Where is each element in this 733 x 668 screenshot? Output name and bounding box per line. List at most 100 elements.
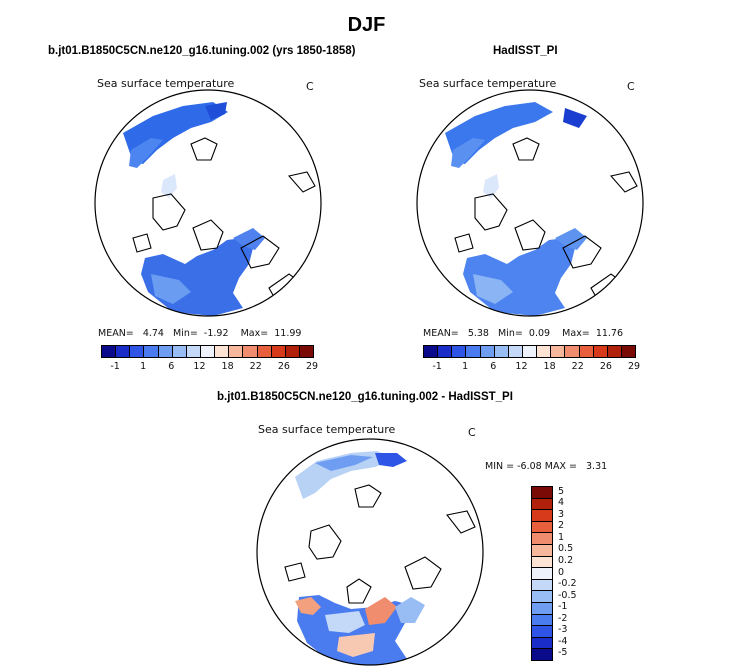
panel1-colorbar-tick-label: 18 — [221, 361, 234, 372]
panel2-gulf-stream-sst — [473, 274, 513, 304]
panel1-colorbar-tick-label: 22 — [249, 361, 262, 372]
panel1-polar-map — [94, 89, 322, 317]
panel1-stats: MEAN= 4.74 Min= -1.92 Max= 11.99 — [98, 328, 301, 339]
panel2-colorbar-swatch-11 — [579, 346, 594, 357]
panel2-colorbar-tick-label: 26 — [599, 361, 612, 372]
panel2-colorbar-swatch-2 — [452, 346, 467, 357]
diff-panel-stats: MIN = -6.08 MAX = 3.31 — [485, 461, 607, 472]
panel2-min-value: 0.09 — [528, 328, 551, 339]
panel1-colorbar-ticks: -1 1 6 12 18 22 26 29 — [101, 361, 318, 373]
panel1-colorbar-tick-label: 29 — [305, 361, 319, 372]
panel2-colorbar-swatch-14 — [621, 346, 636, 357]
panel2-colorbar — [423, 345, 636, 358]
diff-coastline-alaska — [284, 562, 306, 582]
panel2-hudson-bay — [483, 174, 499, 198]
panel2-colorbar-swatch-10 — [565, 346, 580, 357]
panel2-colorbar-swatch-0 — [424, 346, 439, 357]
panel1-colorbar-swatch-1 — [116, 346, 131, 357]
diff-colorbar-tick-label: 3 — [558, 508, 565, 520]
panel1-colorbar-swatch-10 — [243, 346, 258, 357]
diff-colorbar-swatch-12 — [532, 626, 552, 638]
diff-colorbar-swatch-9 — [532, 591, 552, 603]
panel1-gulf-stream-sst — [151, 274, 191, 304]
panel1-colorbar-swatch-2 — [130, 346, 145, 357]
diff-colorbar-swatch-7 — [532, 568, 552, 580]
diff-colorbar-swatch-5 — [532, 544, 552, 557]
diff-colorbar-tick-label: -0.5 — [558, 589, 577, 601]
diff-colorbar-swatch-14 — [532, 649, 552, 660]
diff-colorbar-swatch-8 — [532, 579, 552, 592]
panel1-coastline-siberia — [190, 137, 218, 161]
diff-coastline-canada — [308, 524, 342, 560]
panel2-colorbar-tick-label: 29 — [627, 361, 641, 372]
diff-colorbar-tick-label: -5 — [558, 647, 568, 659]
figure-title: DJF — [347, 14, 386, 36]
panel2-colorbar-swatch-3 — [466, 346, 481, 357]
panel2-okhotsk-sst — [563, 108, 587, 128]
diff-coastline-siberia — [354, 484, 382, 508]
panel2-colorbar-tick-label: 12 — [515, 361, 528, 372]
panel1-units: C — [306, 80, 314, 93]
diff-colorbar-tick-label: 2 — [558, 520, 565, 532]
diff-colorbar-tick-label: 0.2 — [558, 554, 574, 566]
diff-colorbar-swatch-1 — [532, 498, 552, 511]
diff-colorbar-tick-label: -2 — [558, 612, 568, 624]
panel2-colorbar-swatch-4 — [480, 346, 495, 357]
diff-map-boundary — [256, 438, 484, 666]
panel2-mean-label: MEAN= — [423, 328, 459, 339]
panel2-title: HadISST_PI — [493, 45, 558, 57]
panel2-colorbar-tick-label: 18 — [543, 361, 556, 372]
diff-coastline-kamchatka — [446, 510, 476, 534]
panel1-coastline-alaska — [132, 233, 152, 253]
panel1-hudson-bay — [161, 174, 177, 198]
panel1-min-value: -1.92 — [203, 328, 229, 339]
panel2-coastline-kamchatka — [609, 171, 638, 193]
panel2-bering-sst — [451, 138, 485, 168]
diff-colorbar-swatch-10 — [532, 602, 552, 615]
diff-colorbar-swatch-11 — [532, 614, 552, 627]
panel1-colorbar-tick-label: 1 — [140, 361, 147, 372]
diff-colorbar-tick-label: 0.5 — [558, 543, 574, 555]
panel2-coastline-alaska — [454, 233, 474, 253]
diff-barents — [395, 597, 425, 623]
panel2-max-value: 11.76 — [595, 328, 624, 339]
diff-panel-title: b.jt01.B1850C5CN.ne120_g16.tuning.002 - … — [217, 391, 513, 403]
diff-colorbar-tick-label: 1 — [558, 531, 565, 543]
panel2-colorbar-swatch-13 — [607, 346, 622, 357]
panel1-colorbar-swatch-14 — [299, 346, 314, 357]
panel2-colorbar-swatch-7 — [522, 346, 538, 357]
diff-okhotsk — [375, 453, 407, 467]
panel1-max-value: 11.99 — [274, 328, 302, 339]
panel1-coastline-greenland — [192, 219, 224, 251]
diff-colorbar-swatch-0 — [532, 487, 552, 499]
panel1-mean-value: 4.74 — [142, 328, 164, 339]
panel1-colorbar-swatch-13 — [285, 346, 300, 357]
panel1-colorbar — [101, 345, 314, 358]
panel2-coastline-scandinavia — [562, 235, 602, 269]
diff-gulf-stream-warm — [337, 633, 375, 657]
diff-panel-variable: Sea surface temperature — [258, 423, 396, 436]
panel2-colorbar-swatch-1 — [438, 346, 453, 357]
panel1-coastline-kamchatka — [287, 171, 316, 193]
panel1-colorbar-swatch-7 — [200, 346, 216, 357]
diff-colorbar-swatch-13 — [532, 637, 552, 650]
diff-labrador-warm — [295, 597, 321, 615]
panel1-coastline-canada — [152, 193, 186, 231]
panel2-colorbar-tick-label: 22 — [571, 361, 584, 372]
panel1-map-boundary — [94, 89, 322, 317]
panel1-max-label: Max= — [240, 328, 269, 339]
panel1-mean-label: MEAN= — [98, 328, 134, 339]
panel1-bering-sst — [129, 138, 163, 168]
diff-coastline-scandinavia — [404, 556, 442, 590]
diff-colorbar-tick-label: -1 — [558, 601, 568, 613]
diff-colorbar-swatch-6 — [532, 556, 552, 569]
diff-norwegian-warm — [365, 597, 397, 625]
panel2-coastline-greenland — [514, 219, 546, 251]
panel2-colorbar-swatch-12 — [593, 346, 608, 357]
panel1-colorbar-swatch-3 — [144, 346, 159, 357]
panel1-min-label: Min= — [173, 328, 198, 339]
panel1-colorbar-swatch-5 — [172, 346, 187, 357]
panel1-colorbar-tick-label: 26 — [277, 361, 290, 372]
diff-colorbar-tick-label: 5 — [558, 485, 565, 497]
panel2-min-label: Min= — [498, 328, 523, 339]
